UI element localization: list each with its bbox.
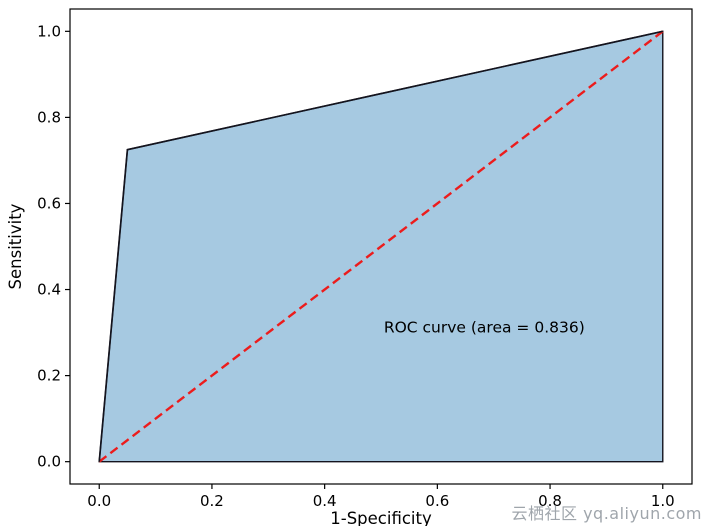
y-tick-label: 0.4: [37, 281, 61, 299]
x-tick-label: 1.0: [651, 492, 675, 510]
y-tick-label: 0.2: [37, 367, 61, 385]
x-tick-label: 0.2: [200, 492, 224, 510]
roc-auc-annotation: ROC curve (area = 0.836): [384, 319, 585, 337]
x-tick-label: 0.0: [87, 492, 111, 510]
roc-curve-line: [98, 30, 663, 462]
y-tick-label: 0.8: [37, 108, 61, 126]
x-tick-label: 0.8: [538, 492, 562, 510]
y-tick-label: 1.0: [37, 22, 61, 40]
chance-diagonal-line: [98, 30, 664, 463]
y-tick-label: 0.0: [37, 453, 61, 471]
y-axis-label: Sensitivity: [6, 203, 25, 289]
x-tick-label: 0.4: [313, 492, 337, 510]
axes-frame: [69, 8, 693, 485]
x-axis-label: 1-Specificity: [330, 509, 432, 526]
y-tick-label: 0.6: [37, 194, 61, 212]
x-tick-label: 0.6: [425, 492, 449, 510]
